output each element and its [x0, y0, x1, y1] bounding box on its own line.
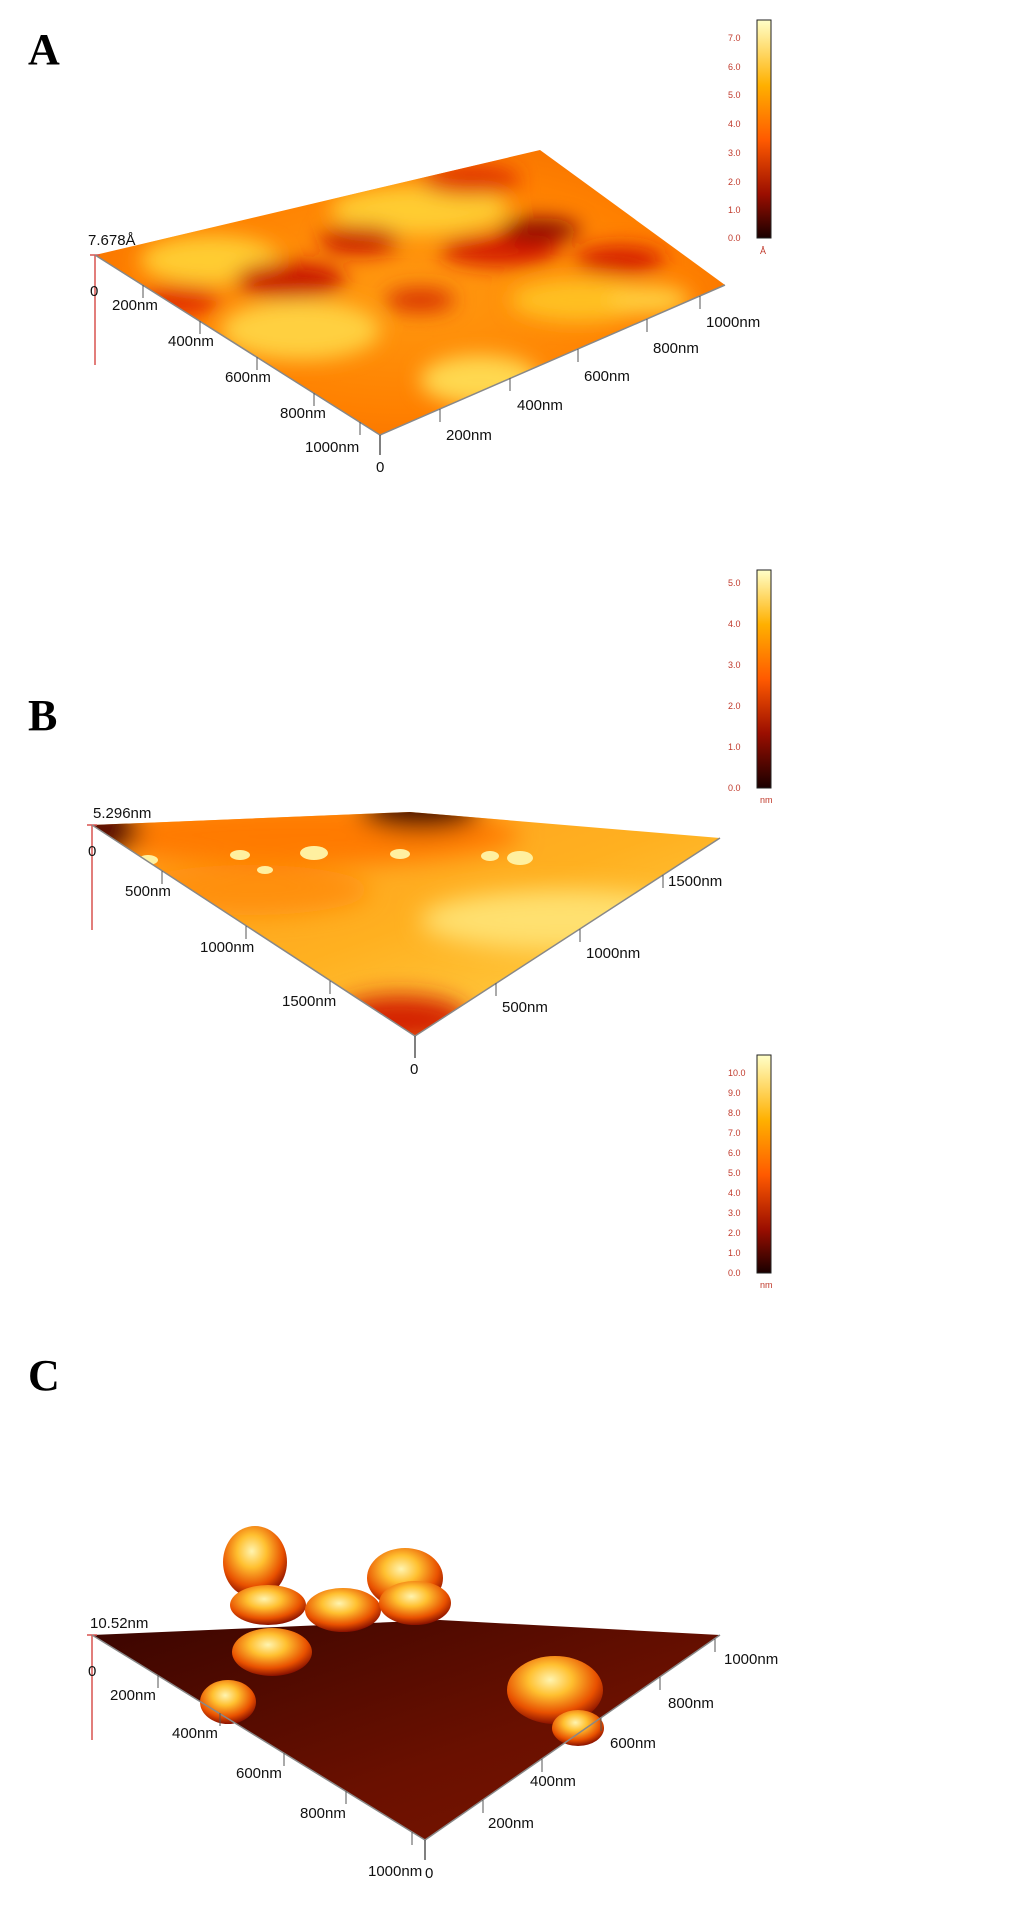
right-axis-tick-label: 200nm [488, 1815, 534, 1832]
origin-label: 0 [90, 283, 98, 300]
colorbar-scale [756, 569, 772, 789]
right-axis-tick-label: 1000nm [706, 314, 760, 331]
right-axis-tick-label: 1000nm [586, 945, 640, 962]
colorbar-unit: nm [760, 795, 773, 805]
colorbar-tick-label: 7.0 [728, 33, 741, 43]
colorbar-tick-label: 4.0 [728, 619, 741, 629]
left-axis-line [91, 1634, 426, 1841]
right-axis-ticks: 200nm 400nm 600nm 800nm 1000nm [439, 296, 760, 444]
colorbar-tick-label: 5.0 [728, 578, 741, 588]
colorbar: 0.0 1.0 2.0 3.0 4.0 5.0 nm [728, 569, 773, 805]
right-axis-tick-label: 400nm [517, 397, 563, 414]
colorbar-tick-label: 2.0 [728, 177, 741, 187]
afm-3d-surface-a: 7.678Å 0 0 200nm 400nm 600nm 800nm 1000n… [88, 19, 772, 476]
right-axis-ticks: 500nm 1000nm 1500nm [495, 873, 722, 1016]
colorbar-tick-label: 7.0 [728, 1128, 741, 1138]
colorbar-tick-label: 8.0 [728, 1108, 741, 1118]
colorbar-tick-label: 2.0 [728, 1228, 741, 1238]
right-axis-tick-label: 500nm [502, 999, 548, 1016]
colorbar-tick-label: 4.0 [728, 119, 741, 129]
origin-label: 0 [88, 1663, 96, 1680]
colorbar: 0.0 1.0 2.0 3.0 4.0 5.0 6.0 7.0 8.0 9.0 … [728, 1054, 773, 1290]
left-axis-tick-label: 500nm [125, 883, 171, 900]
left-axis-tick-label: 1000nm [200, 939, 254, 956]
afm-panel-b: B [0, 569, 1024, 1260]
left-axis-ticks: 200nm 400nm 600nm 800nm 1000nm [112, 285, 361, 456]
colorbar-tick-label: 1.0 [728, 1248, 741, 1258]
surface-particles [200, 1526, 604, 1746]
colorbar-tick-label: 0.0 [728, 233, 741, 243]
colorbar-tick-label: 6.0 [728, 1148, 741, 1158]
right-axis-origin-label: 0 [410, 1061, 418, 1078]
colorbar-tick-label: 10.0 [728, 1068, 746, 1078]
left-axis-ticks: 200nm 400nm 600nm 800nm 1000nm [110, 1675, 422, 1880]
right-axis-tick-label: 400nm [530, 1773, 576, 1790]
left-axis-tick-label: 200nm [112, 297, 158, 314]
right-axis-tick-label: 600nm [610, 1735, 656, 1752]
panel-letter: B [28, 691, 58, 740]
colorbar-unit: Å [760, 246, 766, 256]
right-axis-tick-label: 1000nm [724, 1651, 778, 1668]
afm-3d-surface-c: 10.52nm 0 0 200nm 400nm 600nm 800nm 1000… [87, 1054, 778, 1882]
colorbar-tick-label: 3.0 [728, 1208, 741, 1218]
left-axis-tick-label: 1500nm [282, 993, 336, 1010]
colorbar-tick-label: 5.0 [728, 90, 741, 100]
left-axis-tick-label: 200nm [110, 1687, 156, 1704]
colorbar-tick-label: 6.0 [728, 62, 741, 72]
panel-letter: A [28, 25, 60, 74]
right-axis-ticks: 200nm 400nm 600nm 800nm 1000nm [482, 1639, 778, 1832]
surface-texture [140, 165, 690, 405]
colorbar-tick-label: 3.0 [728, 148, 741, 158]
left-axis-tick-label: 600nm [236, 1765, 282, 1782]
right-axis-origin-label: 0 [425, 1865, 433, 1882]
colorbar: 0.0 1.0 2.0 3.0 4.0 5.0 6.0 7.0 Å [728, 19, 772, 256]
left-axis-tick-label: 1000nm [368, 1863, 422, 1880]
right-axis-tick-label: 1500nm [668, 873, 722, 890]
right-axis-line [379, 284, 726, 436]
colorbar-scale [756, 1054, 772, 1274]
colorbar-tick-label: 2.0 [728, 701, 741, 711]
right-axis-tick-label: 800nm [653, 340, 699, 357]
colorbar-tick-label: 4.0 [728, 1188, 741, 1198]
z-max-label: 5.296nm [93, 805, 151, 822]
right-axis-tick-label: 600nm [584, 368, 630, 385]
colorbar-tick-label: 0.0 [728, 1268, 741, 1278]
afm-3d-surface-b: 5.296nm 0 0 500nm 1000nm 1500nm 500nm 10… [87, 569, 773, 1078]
origin-label: 0 [88, 843, 96, 860]
colorbar-unit: nm [760, 1280, 773, 1290]
panel-letter: C [28, 1351, 60, 1400]
right-axis-line [414, 837, 721, 1037]
colorbar-tick-label: 1.0 [728, 205, 741, 215]
left-axis-ticks: 500nm 1000nm 1500nm [125, 871, 336, 1010]
left-axis-line [91, 824, 416, 1037]
colorbar-tick-label: 1.0 [728, 742, 741, 752]
z-max-label: 10.52nm [90, 1615, 148, 1632]
colorbar-tick-label: 5.0 [728, 1168, 741, 1178]
right-axis-line [424, 1634, 721, 1841]
left-axis-tick-label: 400nm [172, 1725, 218, 1742]
afm-panel-c: C [0, 1054, 1024, 1920]
colorbar-tick-label: 0.0 [728, 783, 741, 793]
z-max-label: 7.678Å [88, 232, 136, 249]
afm-panel-a: A [0, 0, 1024, 620]
left-axis-tick-label: 1000nm [305, 439, 359, 456]
right-axis-tick-label: 800nm [668, 1695, 714, 1712]
right-axis-origin-label: 0 [376, 459, 384, 476]
left-axis-tick-label: 800nm [300, 1805, 346, 1822]
left-axis-tick-label: 400nm [168, 333, 214, 350]
colorbar-tick-label: 3.0 [728, 660, 741, 670]
left-axis-tick-label: 800nm [280, 405, 326, 422]
colorbar-tick-label: 9.0 [728, 1088, 741, 1098]
left-axis-tick-label: 600nm [225, 369, 271, 386]
colorbar-scale [756, 19, 772, 239]
right-axis-tick-label: 200nm [446, 427, 492, 444]
